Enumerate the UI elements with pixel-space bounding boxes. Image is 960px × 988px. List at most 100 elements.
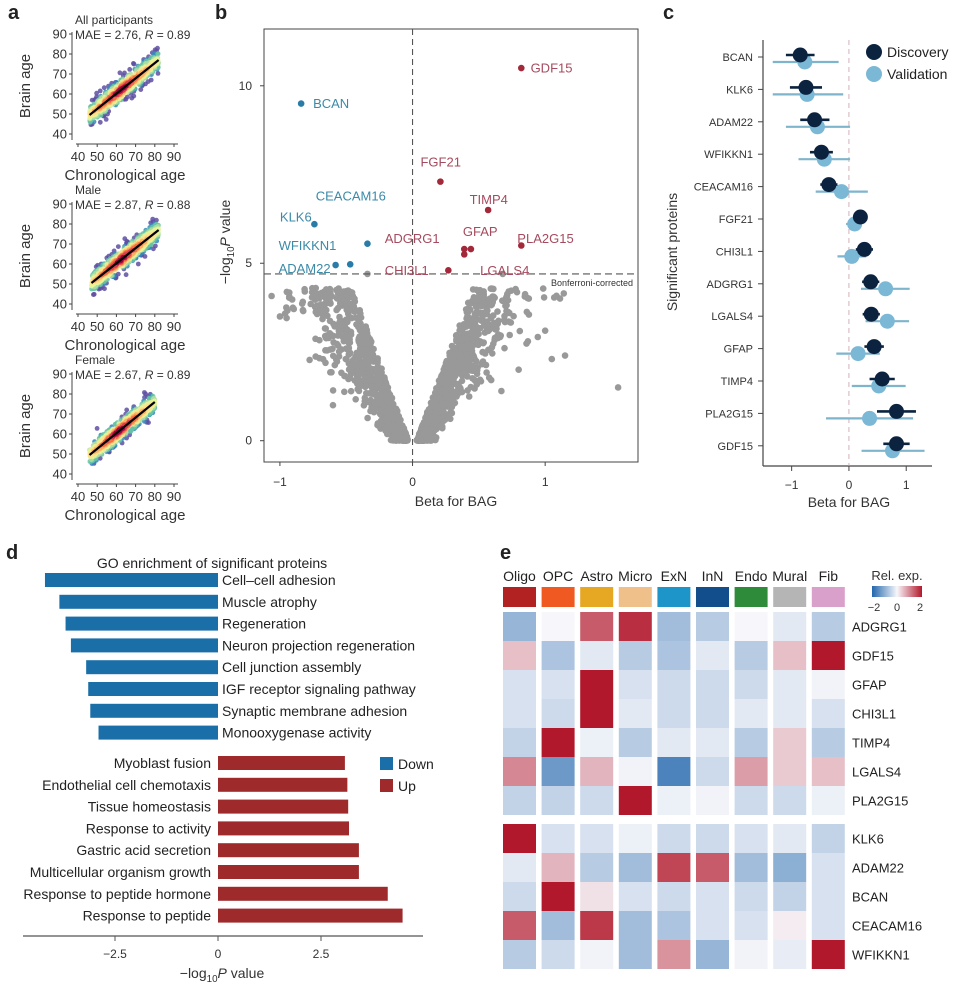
y-tick-label: 40: [53, 297, 67, 312]
nonsignificant-point: [614, 384, 622, 391]
protein-label-klk6: KLK6: [280, 210, 312, 225]
heatmap-cell: [811, 728, 845, 757]
nonsignificant-point: [481, 350, 489, 357]
nonsignificant-point: [449, 397, 456, 404]
nonsignificant-point: [329, 345, 336, 353]
cell-type-color-opc: [541, 587, 575, 607]
protein-row-label: CHI3L1: [716, 246, 753, 258]
cell-type-color-endo: [734, 587, 768, 607]
nonsignificant-point: [402, 435, 410, 443]
nonsignificant-point: [451, 388, 459, 396]
significant-point-adgrg1: [460, 245, 468, 253]
scatter-point: [117, 70, 123, 76]
heatmap-cell: [618, 699, 652, 728]
heatmap-cell: [580, 786, 614, 815]
protein-row-label: WFIKKN1: [704, 149, 753, 161]
heatmap-cell: [618, 940, 652, 969]
heatmap-cell: [734, 786, 768, 815]
nonsignificant-point: [507, 319, 515, 326]
regression-line: [88, 59, 160, 116]
significant-point-lgals4: [460, 251, 468, 258]
heatmap-cell: [503, 940, 536, 969]
heatmap-cell: [657, 728, 691, 757]
heatmap-cell: [734, 699, 768, 728]
legend-swatch-up: [380, 779, 393, 792]
y-tick-label: 0: [245, 434, 252, 448]
heatmap-cell: [541, 641, 575, 670]
down-term-label: Muscle atrophy: [222, 594, 317, 610]
nonsignificant-point: [307, 300, 315, 308]
protein-row-label: ADGRG1: [707, 279, 753, 291]
nonsignificant-point: [378, 392, 385, 400]
x-tick-label: 70: [128, 489, 142, 504]
y-tick-label: 40: [53, 127, 67, 142]
nonsignificant-point: [337, 327, 344, 335]
validation-estimate: [850, 346, 866, 362]
nonsignificant-point: [541, 327, 549, 334]
discovery-estimate: [798, 79, 814, 95]
heatmap-cell: [580, 853, 614, 882]
heatmap-cell: [734, 911, 768, 940]
nonsignificant-point: [472, 296, 479, 304]
nonsignificant-point: [342, 330, 349, 337]
heatmap-cell: [811, 786, 845, 815]
nonsignificant-point: [327, 289, 334, 297]
nonsignificant-point: [345, 366, 353, 373]
heatmap-cell: [618, 853, 652, 882]
nonsignificant-point: [382, 382, 389, 390]
nonsignificant-point: [326, 317, 334, 325]
x-tick-label: 1: [903, 478, 910, 492]
nonsignificant-point: [470, 317, 478, 324]
heatmap-cell: [618, 612, 652, 641]
nonsignificant-point: [502, 302, 509, 310]
nonsignificant-point: [374, 355, 382, 362]
heatmap-row-label-pla2g15: PLA2G15: [852, 794, 908, 809]
nonsignificant-point: [458, 377, 466, 385]
nonsignificant-point: [483, 369, 490, 376]
nonsignificant-point: [353, 363, 361, 370]
down-bar: [86, 660, 218, 675]
colorbar-tick-label: 2: [917, 602, 923, 614]
x-tick-label: 70: [128, 149, 142, 164]
x-tick-label: 70: [128, 319, 142, 334]
down-term-label: Synaptic membrane adhesion: [222, 703, 407, 719]
nonsignificant-point: [323, 332, 331, 339]
nonsignificant-point: [498, 387, 505, 395]
nonsignificant-point: [478, 302, 485, 310]
heatmap-cell: [811, 641, 845, 670]
nonsignificant-point: [340, 320, 347, 328]
x-axis-label: Beta for BAG: [808, 494, 890, 510]
x-tick-label: 80: [148, 149, 162, 164]
colorbar-tick-label: 0: [894, 602, 900, 614]
cell-type-color-micro: [618, 587, 652, 607]
nonsignificant-point: [472, 377, 479, 385]
heatmap-cell: [618, 641, 652, 670]
nonsignificant-point: [312, 284, 320, 292]
nonsignificant-point: [485, 323, 493, 330]
heatmap-cell: [541, 699, 575, 728]
up-bar: [218, 821, 350, 836]
y-tick-label: 90: [53, 197, 67, 212]
discovery-estimate: [813, 144, 829, 160]
y-axis-label: −log10P value: [217, 200, 237, 285]
discovery-estimate: [807, 112, 823, 128]
significant-point-wfikkn1: [346, 261, 354, 268]
heatmap-cell: [503, 641, 536, 670]
nonsignificant-point: [361, 339, 368, 347]
heatmap-cell: [734, 728, 768, 757]
nonsignificant-point: [298, 300, 306, 308]
nonsignificant-point: [436, 423, 444, 430]
discovery-estimate: [852, 209, 868, 225]
nonsignificant-point: [489, 312, 497, 319]
discovery-estimate: [888, 436, 904, 452]
protein-label-ceacam16: CEACAM16: [316, 188, 386, 203]
scatter-point: [94, 426, 100, 431]
protein-label-timp4: TIMP4: [470, 192, 508, 207]
heatmap-row-label-gdf15: GDF15: [852, 649, 894, 664]
up-bar: [218, 886, 388, 901]
protein-row-label: CEACAM16: [694, 182, 753, 194]
colorbar: [872, 586, 922, 597]
discovery-estimate: [888, 403, 904, 419]
nonsignificant-point: [431, 414, 439, 421]
up-term-label: Response to activity: [86, 820, 211, 836]
